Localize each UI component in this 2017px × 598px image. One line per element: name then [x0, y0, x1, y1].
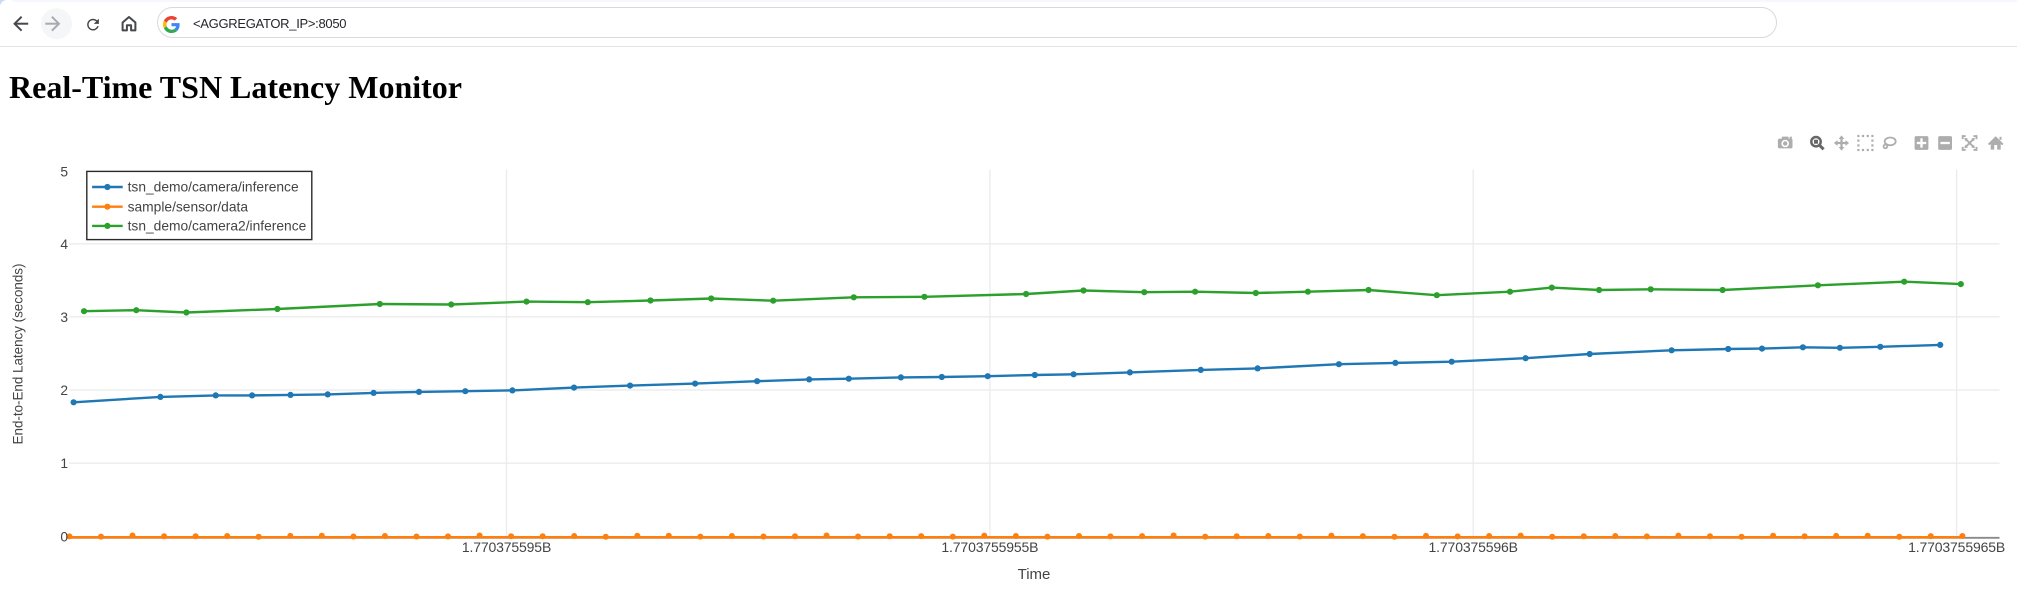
- svg-text:1.7703755955B: 1.7703755955B: [941, 539, 1038, 555]
- svg-text:tsn_demo/camera2/inference: tsn_demo/camera2/inference: [128, 219, 307, 234]
- svg-text:tsn_demo/camera/inference: tsn_demo/camera/inference: [128, 180, 299, 195]
- svg-text:Time: Time: [1018, 566, 1051, 583]
- svg-text:End-to-End Latency (seconds): End-to-End Latency (seconds): [11, 264, 26, 445]
- svg-text:sample/sensor/data: sample/sensor/data: [128, 199, 249, 214]
- svg-text:5: 5: [60, 165, 68, 180]
- svg-text:2: 2: [60, 383, 68, 398]
- svg-text:1: 1: [60, 456, 68, 471]
- svg-text:4: 4: [60, 237, 68, 252]
- svg-text:1.7703755965B: 1.7703755965B: [1908, 539, 2005, 555]
- svg-text:3: 3: [60, 310, 68, 325]
- svg-text:1.770375596B: 1.770375596B: [1429, 539, 1518, 555]
- svg-text:0: 0: [60, 529, 68, 544]
- svg-text:1.770375595B: 1.770375595B: [462, 539, 551, 555]
